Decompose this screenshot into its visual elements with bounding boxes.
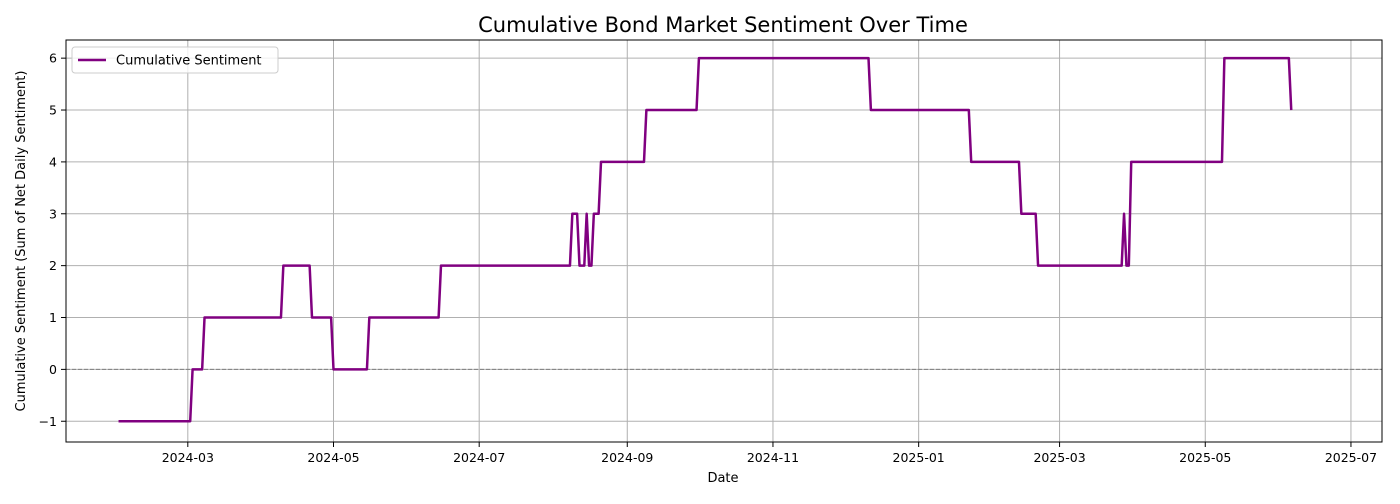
y-tick-label: −1 bbox=[39, 414, 57, 429]
grid bbox=[66, 40, 1382, 442]
plot-frame bbox=[65, 39, 1383, 443]
legend: Cumulative Sentiment bbox=[71, 46, 279, 74]
y-tick-label: 3 bbox=[49, 206, 57, 221]
y-tick-label: 0 bbox=[49, 362, 57, 377]
x-tick-label: 2024-07 bbox=[453, 450, 505, 465]
y-tick-label: 5 bbox=[49, 103, 57, 118]
y-tick-label: 6 bbox=[49, 51, 57, 66]
x-tick-label: 2024-05 bbox=[307, 450, 359, 465]
x-tick-label: 2024-11 bbox=[747, 450, 799, 465]
legend-box bbox=[71, 46, 279, 74]
y-axis-label: Cumulative Sentiment (Sum of Net Daily S… bbox=[14, 71, 29, 412]
cumulative-sentiment-line bbox=[118, 56, 1293, 423]
y-tick-label: 1 bbox=[49, 310, 57, 325]
x-axis-label: Date bbox=[707, 471, 738, 486]
y-tick-label: 4 bbox=[49, 154, 57, 169]
y-tick-label: 2 bbox=[49, 258, 57, 273]
series-layer bbox=[118, 56, 1293, 423]
x-tick-label: 2025-03 bbox=[1033, 450, 1085, 465]
x-tick-label: 2025-01 bbox=[893, 450, 945, 465]
x-tick-label: 2024-09 bbox=[601, 450, 653, 465]
x-tick-label: 2024-03 bbox=[162, 450, 214, 465]
x-axis-ticks: 2024-03 2024-05 2024-07 2024-09 2024-11 2025-… bbox=[162, 442, 1377, 465]
y-axis-ticks: −1 0 1 2 3 4 5 6 bbox=[39, 51, 66, 429]
chart-title: Cumulative Bond Market Sentiment Over Ti… bbox=[478, 13, 968, 37]
x-tick-label: 2025-05 bbox=[1179, 450, 1231, 465]
x-tick-label: 2025-07 bbox=[1325, 450, 1377, 465]
legend-label: Cumulative Sentiment bbox=[116, 54, 262, 69]
